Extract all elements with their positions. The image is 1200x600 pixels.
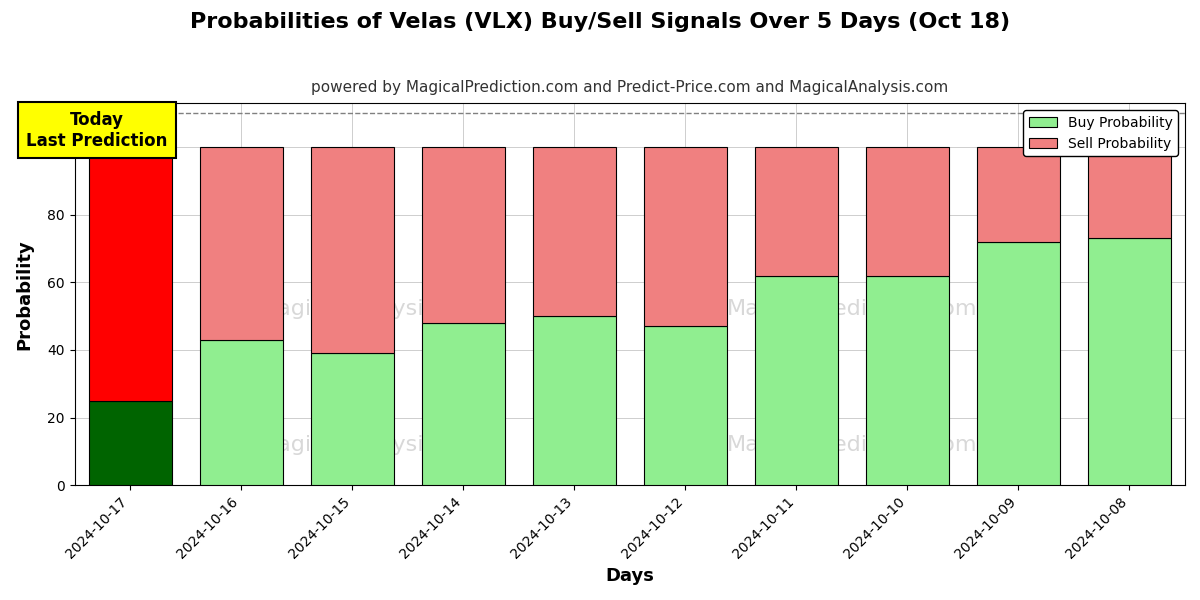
Legend: Buy Probability, Sell Probability: Buy Probability, Sell Probability <box>1024 110 1178 156</box>
Bar <box>755 147 838 275</box>
Bar <box>1088 147 1171 238</box>
Bar <box>533 147 616 316</box>
Bar <box>89 401 172 485</box>
Text: MagicalAnalysis.com: MagicalAnalysis.com <box>259 299 491 319</box>
Bar <box>865 147 949 275</box>
Bar <box>865 275 949 485</box>
Bar <box>199 340 283 485</box>
Bar <box>199 147 283 340</box>
Bar <box>311 147 394 353</box>
X-axis label: Days: Days <box>605 567 654 585</box>
Bar <box>643 326 727 485</box>
Bar <box>421 147 505 323</box>
Text: Today
Last Prediction: Today Last Prediction <box>26 111 168 149</box>
Bar <box>1088 238 1171 485</box>
Bar <box>421 323 505 485</box>
Bar <box>755 275 838 485</box>
Bar <box>977 242 1060 485</box>
Y-axis label: Probability: Probability <box>16 239 34 350</box>
Text: MagicalPrediction.com: MagicalPrediction.com <box>727 299 977 319</box>
Title: powered by MagicalPrediction.com and Predict-Price.com and MagicalAnalysis.com: powered by MagicalPrediction.com and Pre… <box>311 80 948 95</box>
Bar <box>977 147 1060 242</box>
Bar <box>643 147 727 326</box>
Bar <box>89 147 172 401</box>
Bar <box>311 353 394 485</box>
Text: MagicalAnalysis.com: MagicalAnalysis.com <box>259 434 491 455</box>
Bar <box>533 316 616 485</box>
Text: Probabilities of Velas (VLX) Buy/Sell Signals Over 5 Days (Oct 18): Probabilities of Velas (VLX) Buy/Sell Si… <box>190 12 1010 32</box>
Text: MagicalPrediction.com: MagicalPrediction.com <box>727 434 977 455</box>
